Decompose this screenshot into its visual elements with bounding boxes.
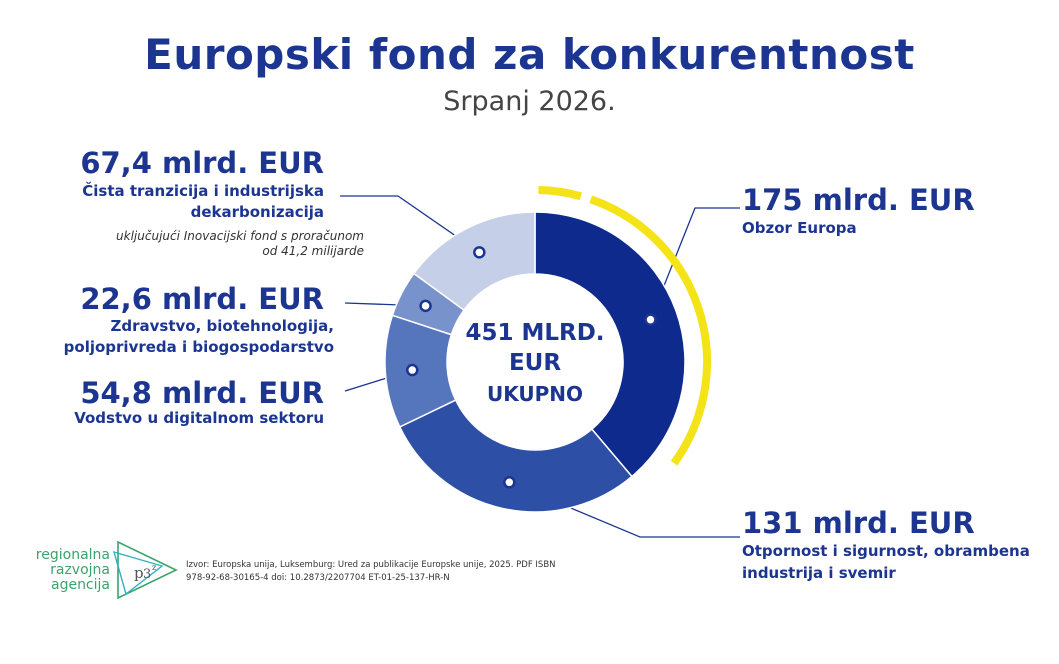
amount-label-otpornost: 131 mlrd. EUR <box>742 506 975 540</box>
rra-logo: regionalna razvojna agencija p 3 z <box>30 538 180 602</box>
slice-cista <box>412 211 536 312</box>
source-line-1: Izvor: Europska unija, Luksemburg: Ured … <box>186 560 556 570</box>
slice-obzor <box>534 211 686 478</box>
highlight-arcs <box>538 186 711 466</box>
source-line-2: 978-92-68-30165-4 doi: 10.2873/2207704 E… <box>186 573 450 583</box>
logo-line-2: razvojna <box>50 562 110 578</box>
desc-label-zdravstvo: Zdravstvo, biotehnologija, poljoprivreda… <box>63 317 334 356</box>
svg-text:p: p <box>134 564 144 582</box>
desc-label-cista: Čista tranzicija i industrijska dekarbon… <box>82 182 324 221</box>
connector-obzor <box>649 207 740 320</box>
center-total-amount: 451 MLRD. EUR <box>455 318 615 378</box>
amount-label-cista: 67,4 mlrd. EUR <box>80 146 324 180</box>
slice-otpornost <box>398 399 633 513</box>
page-title: Europski fond za konkurentnost <box>144 30 915 79</box>
desc-label-otpornost: Otpornost i sigurnost, obrambena industr… <box>742 542 1030 582</box>
slice-markers <box>406 246 657 489</box>
marker-cista <box>473 246 486 259</box>
connector-lines <box>340 195 740 538</box>
svg-text:z: z <box>152 563 156 572</box>
marker-obzor <box>644 313 657 326</box>
desc-label-digital: Vodstvo u digitalnom sektoru <box>74 409 324 427</box>
center-line-1: 451 MLRD. <box>465 320 605 346</box>
center-line-2: EUR <box>508 350 562 376</box>
highlight-arc-main <box>589 195 711 466</box>
page-subtitle: Srpanj 2026. <box>443 86 616 117</box>
amount-label-digital: 54,8 mlrd. EUR <box>80 376 324 410</box>
svg-text:3: 3 <box>143 567 151 582</box>
logo-mark-icon: p 3 z <box>112 540 178 600</box>
desc-label-obzor: Obzor Europa <box>742 219 857 237</box>
logo-line-3: agencija <box>50 577 110 593</box>
logo-line-1: regionalna <box>35 547 110 563</box>
highlight-arc-small <box>538 186 582 201</box>
donut-slices <box>384 211 686 513</box>
center-line-3: UKUPNO <box>486 382 584 406</box>
connector-cista <box>340 195 480 253</box>
amount-label-zdravstvo: 22,6 mlrd. EUR <box>80 282 324 316</box>
marker-digital <box>406 363 419 377</box>
source-note: Izvor: Europska unija, Luksemburg: Ured … <box>186 559 556 585</box>
note-label-cista: uključujući Inovacijski fond s proračuno… <box>116 229 364 258</box>
logo-text: regionalna razvojna agencija <box>30 548 110 593</box>
marker-zdravstvo <box>419 299 432 313</box>
amount-label-obzor: 175 mlrd. EUR <box>742 183 975 217</box>
marker-otpornost <box>503 476 516 489</box>
